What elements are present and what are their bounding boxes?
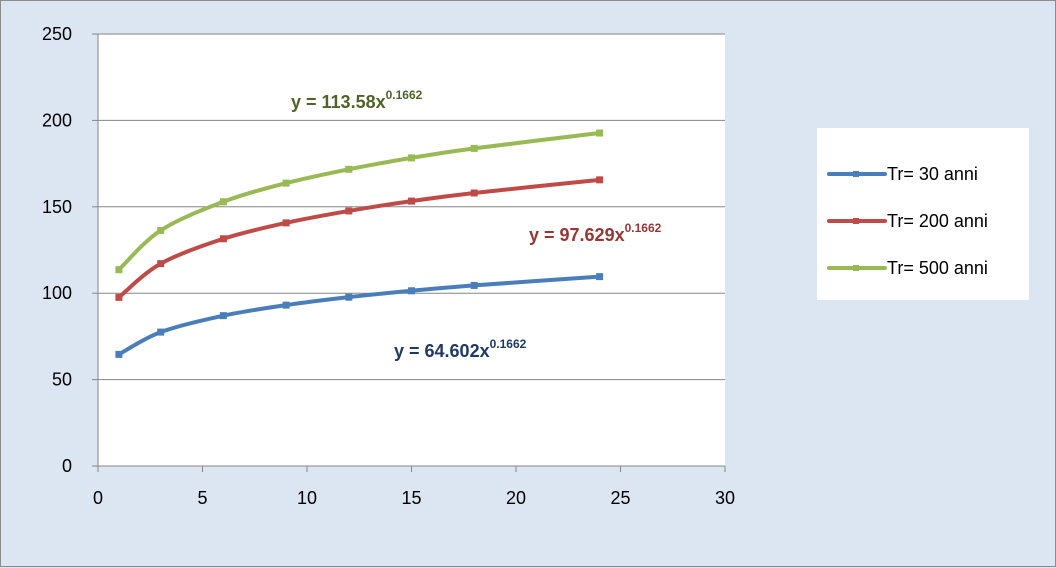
data-point-series-3 — [282, 179, 290, 187]
series-layer — [115, 129, 604, 358]
x-tick-label: 30 — [715, 488, 735, 508]
axis-layer: 0 50 100 150 200 250 0 5 10 15 20 25 30 — [42, 24, 735, 508]
data-point-series-2 — [345, 207, 353, 215]
x-tick-label: 5 — [197, 488, 207, 508]
data-point-series-2 — [408, 197, 415, 205]
data-point-series-3 — [408, 154, 415, 162]
x-tick-label: 10 — [297, 488, 317, 508]
data-point-series-2 — [219, 235, 227, 243]
trendline-equation: y = 97.629x0.1662 — [529, 221, 662, 245]
y-tick-label: 250 — [42, 24, 72, 44]
legend-item: Tr= 30 anni — [827, 162, 978, 186]
data-point-series-3 — [345, 165, 353, 173]
data-point-series-2 — [282, 219, 290, 227]
legend-item: Tr= 500 anni — [827, 256, 988, 280]
legend-item: Tr= 200 anni — [827, 209, 988, 233]
y-tick-label: 150 — [42, 197, 72, 217]
data-point-series-3 — [470, 144, 478, 152]
annotation-layer: y = 113.58x0.1662 y = 97.629x0.1662 y = 64… — [291, 88, 662, 361]
legend-swatch — [827, 261, 887, 275]
plot-area — [98, 34, 725, 466]
y-tick-label: 0 — [62, 456, 72, 476]
trendline-equation: y = 64.602x0.1662 — [394, 337, 527, 361]
y-tick-label: 200 — [42, 110, 72, 130]
data-point-series-1 — [157, 328, 165, 336]
y-tick-label: 100 — [42, 283, 72, 303]
legend-label: Tr= 30 anni — [887, 163, 978, 184]
data-point-series-3 — [219, 198, 227, 206]
data-point-series-1 — [470, 281, 478, 289]
data-point-series-3 — [157, 226, 165, 234]
data-point-series-3 — [115, 266, 123, 274]
series-line-1 — [116, 274, 602, 357]
x-tick-label: 20 — [506, 488, 526, 508]
data-point-series-1 — [596, 273, 604, 281]
legend-label: Tr= 500 anni — [887, 257, 988, 278]
data-point-series-1 — [345, 293, 353, 301]
data-point-series-3 — [596, 129, 604, 137]
x-tick-label: 15 — [401, 488, 421, 508]
legend-swatch — [827, 214, 887, 228]
trendline-equation: y = 113.58x0.1662 — [291, 88, 423, 112]
data-point-series-1 — [219, 312, 227, 320]
y-tick-label: 50 — [52, 370, 72, 390]
legend: Tr= 30 anni Tr= 200 anni Tr= 500 anni — [817, 128, 1029, 300]
data-point-series-2 — [470, 189, 478, 197]
data-point-series-1 — [115, 350, 123, 358]
legend-label: Tr= 200 anni — [887, 210, 988, 231]
data-point-series-2 — [157, 260, 165, 268]
x-tick-label: 0 — [93, 488, 103, 508]
data-point-series-2 — [115, 293, 123, 301]
data-point-series-2 — [596, 176, 604, 184]
legend-swatch — [827, 167, 887, 181]
data-point-series-1 — [282, 301, 290, 309]
x-tick-label: 25 — [610, 488, 630, 508]
data-point-series-1 — [408, 287, 415, 295]
